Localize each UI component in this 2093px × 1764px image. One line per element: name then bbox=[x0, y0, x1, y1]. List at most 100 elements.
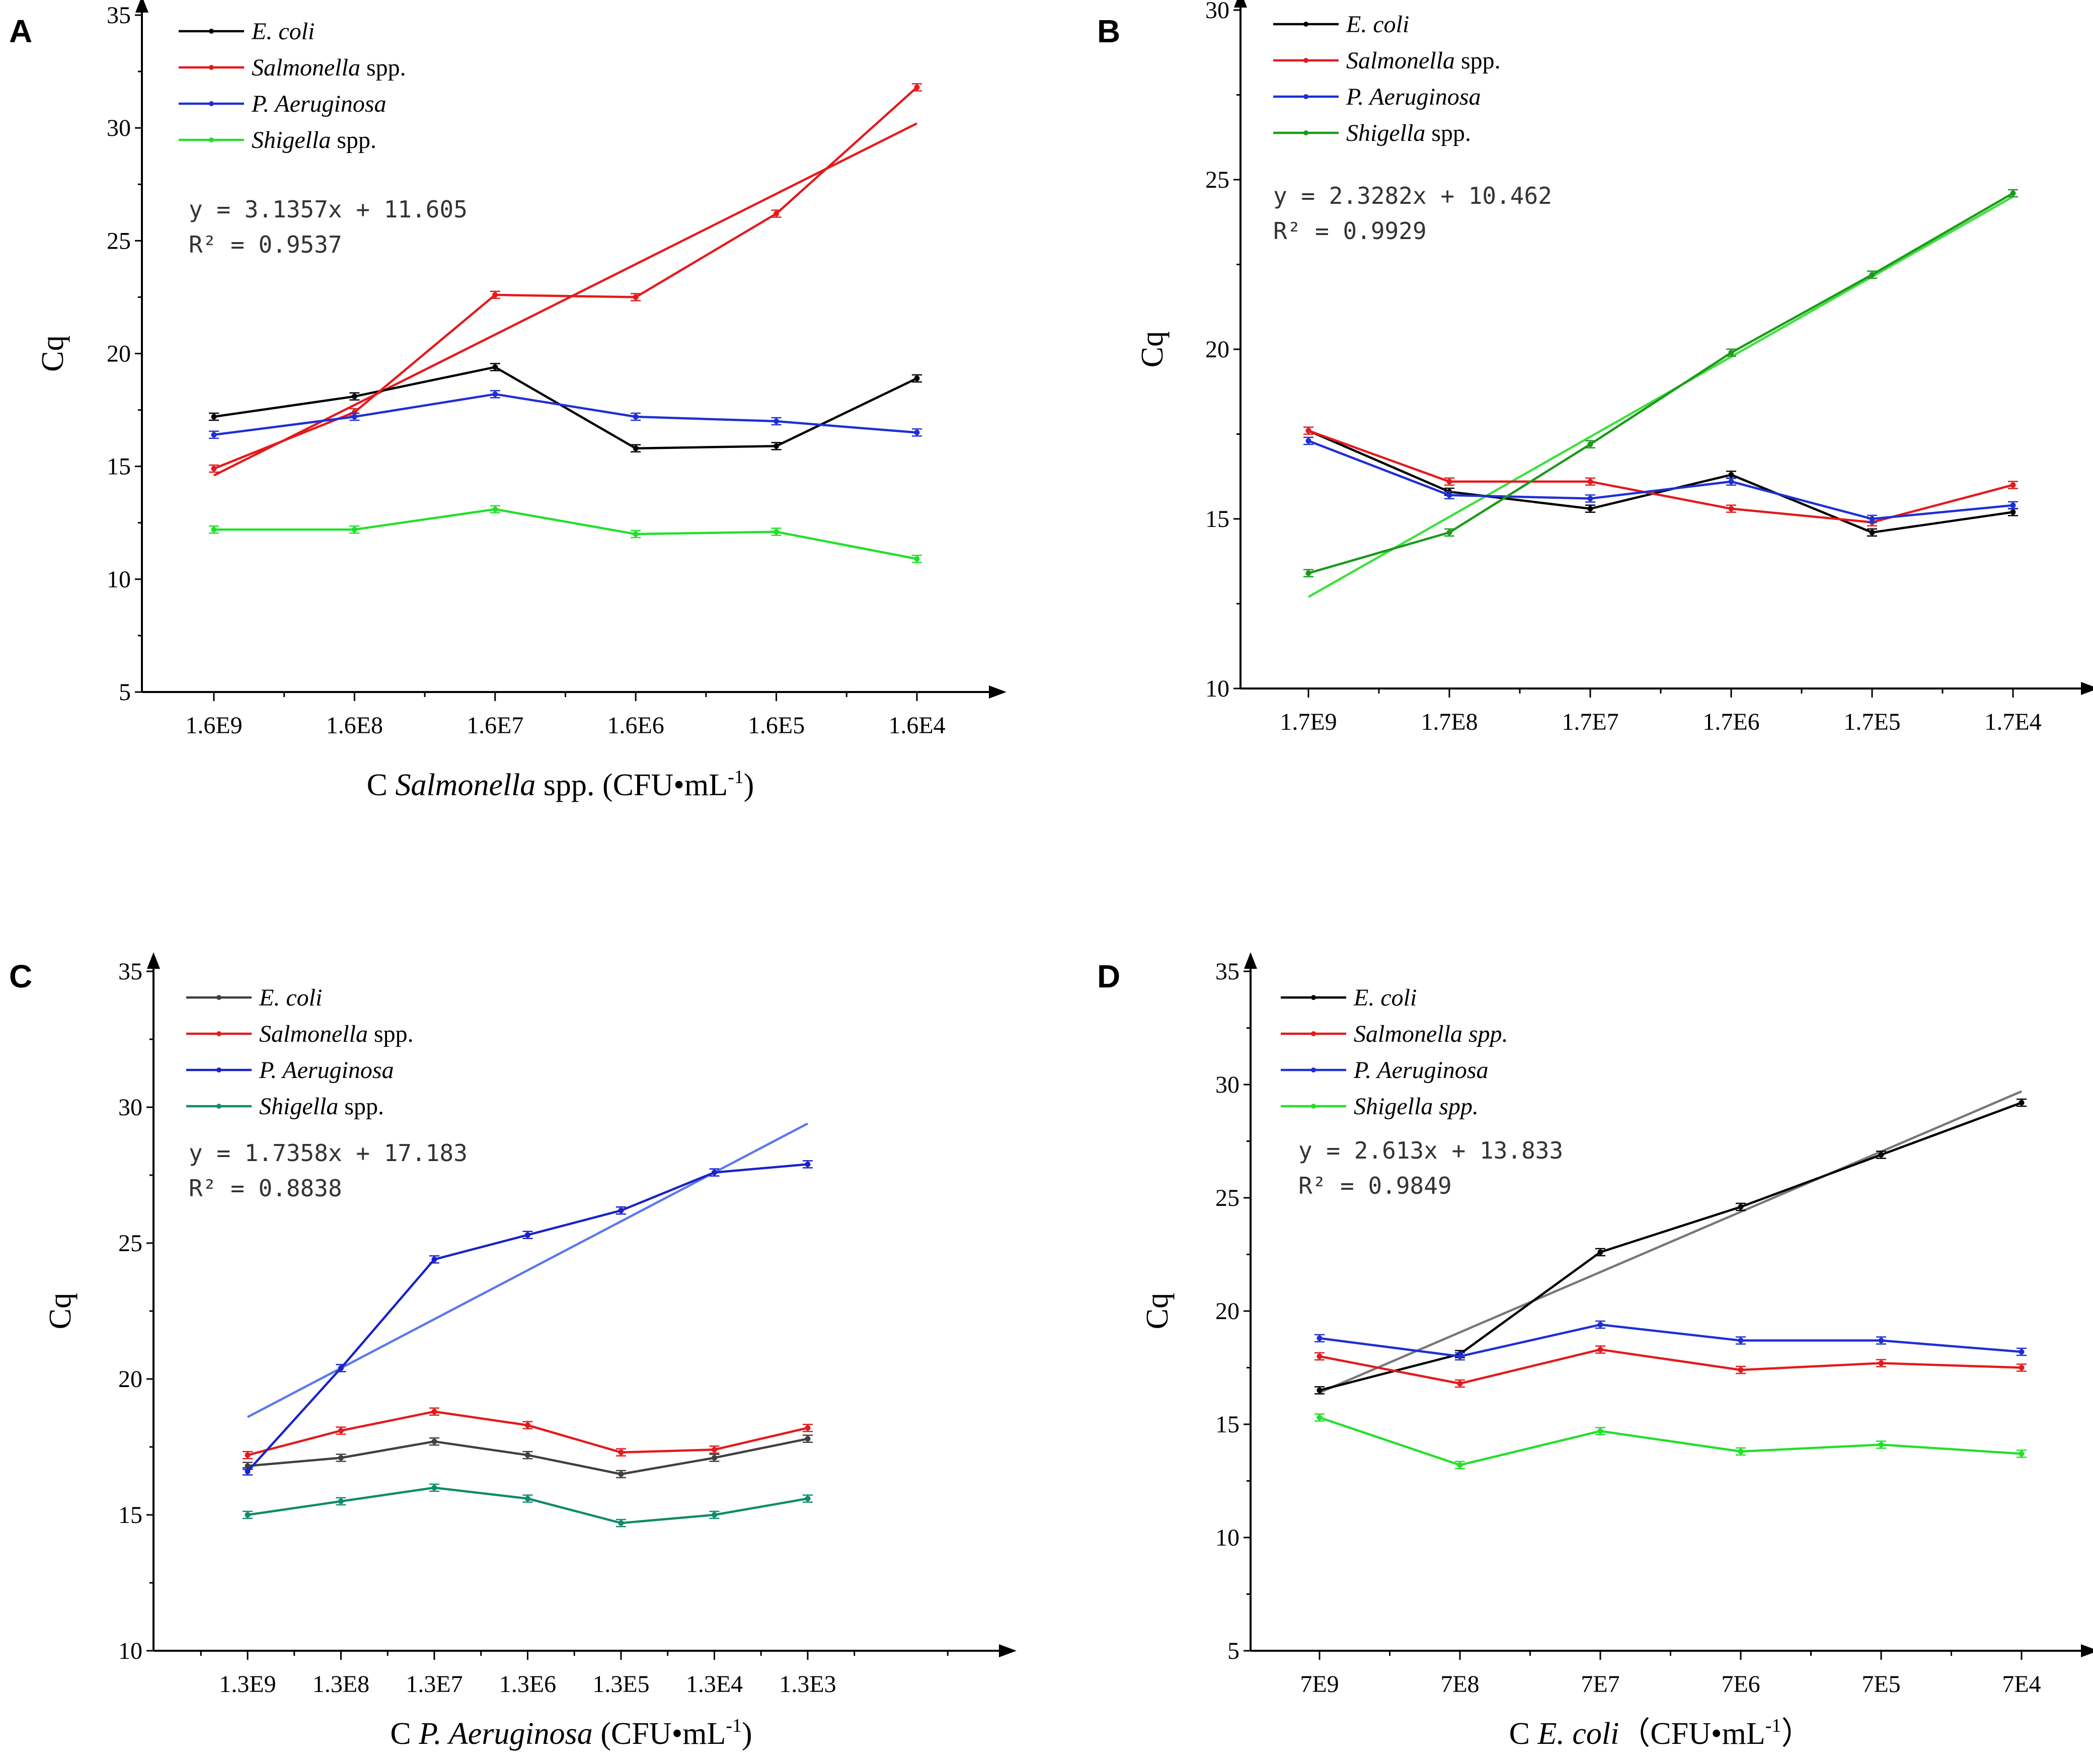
series-salmonella bbox=[209, 83, 922, 473]
y-tick-label: 15 bbox=[1215, 1411, 1239, 1438]
x-axis-title: C P. Aeruginosa (CFU•mL-1) bbox=[390, 1715, 752, 1751]
data-point bbox=[1446, 492, 1452, 498]
fit-equation: y = 1.7358x + 17.183 bbox=[189, 1139, 468, 1167]
data-point bbox=[805, 1161, 811, 1167]
data-point bbox=[805, 1496, 811, 1502]
legend-marker bbox=[216, 995, 221, 1000]
data-point bbox=[351, 394, 357, 400]
series-line bbox=[247, 1410, 808, 1456]
data-point bbox=[1457, 1380, 1463, 1387]
y-tick-label: 20 bbox=[1205, 336, 1229, 363]
data-point bbox=[2010, 482, 2016, 488]
fit-equation: y = 2.613x + 13.833 bbox=[1298, 1137, 1563, 1164]
legend-marker bbox=[1303, 94, 1308, 99]
series-line bbox=[1319, 1416, 2022, 1467]
x-tick-label: 1.3E3 bbox=[779, 1671, 836, 1698]
data-point bbox=[245, 1452, 251, 1458]
series-salmonella bbox=[1314, 1345, 2027, 1388]
legend-label: Salmonella spp. bbox=[259, 1021, 414, 1047]
data-point bbox=[1316, 1353, 1323, 1359]
data-point bbox=[773, 211, 780, 217]
y-axis-title: Cq bbox=[43, 1293, 77, 1329]
data-point bbox=[1878, 1360, 1884, 1366]
series-shigella bbox=[243, 1483, 813, 1527]
series-p bbox=[209, 390, 922, 439]
data-point bbox=[2019, 1100, 2025, 1106]
y-tick-label: 10 bbox=[1205, 675, 1229, 702]
y-tick-label: 20 bbox=[118, 1366, 142, 1393]
legend-label: E. coli bbox=[251, 18, 315, 45]
data-point bbox=[338, 1498, 344, 1504]
legend-marker bbox=[216, 1067, 221, 1072]
data-point bbox=[1305, 438, 1311, 444]
data-point bbox=[525, 1232, 530, 1238]
legend-label: E. coli bbox=[1346, 11, 1409, 38]
data-point bbox=[2010, 509, 2016, 515]
series-salmonella bbox=[243, 1407, 813, 1460]
fit-r-squared: R² = 0.8838 bbox=[189, 1175, 342, 1202]
y-axis-title: Cq bbox=[36, 335, 70, 371]
x-axis-arrow bbox=[2081, 682, 2093, 695]
legend-marker bbox=[1311, 1104, 1316, 1109]
y-tick-label: 15 bbox=[1205, 506, 1229, 532]
data-point bbox=[914, 429, 920, 435]
x-tick-label: 7E4 bbox=[2002, 1671, 2041, 1698]
panel-b: B 10 15 20 25 30 1.7E9 1.7E8 1.7E7 1.7E6 1.7E5 1.7E… bbox=[1097, 0, 2093, 735]
y-tick-label: 30 bbox=[1205, 0, 1229, 24]
data-point bbox=[431, 1438, 437, 1444]
data-point bbox=[492, 506, 498, 512]
y-tick-label: 25 bbox=[107, 227, 131, 254]
data-point bbox=[525, 1452, 530, 1458]
data-point bbox=[914, 556, 920, 562]
y-tick-label: 15 bbox=[107, 453, 131, 480]
data-point bbox=[1597, 1428, 1603, 1434]
data-point bbox=[618, 1471, 624, 1477]
legend-label: Salmonella spp. bbox=[252, 54, 406, 81]
data-point bbox=[431, 1485, 437, 1491]
legend-marker bbox=[1311, 1067, 1316, 1072]
data-point bbox=[351, 526, 357, 532]
data-point bbox=[492, 391, 498, 397]
data-point bbox=[1597, 1347, 1603, 1352]
panel-d: D 5 10 15 20 25 30 35 7E9 7E8 7E7 7E6 7E5 7E4 Cq C E. c… bbox=[1097, 952, 2093, 1751]
data-point bbox=[2010, 190, 2016, 196]
data-point bbox=[1446, 479, 1452, 485]
data-point bbox=[211, 414, 217, 420]
x-tick-label: 7E7 bbox=[1581, 1671, 1619, 1698]
fit-line bbox=[1319, 1090, 2022, 1394]
panel-letter: A bbox=[9, 13, 32, 49]
data-point bbox=[633, 445, 639, 451]
data-point bbox=[338, 1455, 344, 1461]
series-salmonella bbox=[1303, 426, 2018, 526]
panel-letter: B bbox=[1097, 13, 1120, 49]
data-point bbox=[914, 375, 920, 381]
data-point bbox=[2010, 502, 2016, 508]
data-point bbox=[492, 364, 498, 370]
data-point bbox=[211, 466, 217, 472]
legend-label: Shigella spp. bbox=[252, 127, 376, 154]
y-axis-arrow bbox=[135, 0, 148, 13]
x-tick-label: 1.7E8 bbox=[1421, 709, 1478, 735]
data-point bbox=[618, 1520, 624, 1526]
x-tick-label: 1.7E9 bbox=[1280, 709, 1337, 735]
series-line bbox=[1319, 1323, 2022, 1358]
legend-label: Shigella spp. bbox=[1346, 120, 1471, 146]
series-line bbox=[1308, 192, 2014, 575]
series-shigella bbox=[209, 505, 922, 563]
x-tick-label: 1.6E4 bbox=[888, 712, 945, 739]
x-tick-label: 1.7E6 bbox=[1702, 709, 1759, 735]
data-point bbox=[1738, 1448, 1744, 1454]
data-point bbox=[338, 1365, 344, 1371]
series-line bbox=[1308, 439, 2013, 520]
legend-marker bbox=[1303, 130, 1308, 135]
y-tick-label: 30 bbox=[118, 1094, 142, 1121]
x-tick-label: 1.6E5 bbox=[748, 712, 805, 739]
data-point bbox=[1457, 1462, 1463, 1468]
x-tick-label: 1.6E8 bbox=[326, 712, 383, 739]
legend-marker bbox=[209, 65, 214, 70]
series-p bbox=[1314, 1320, 2027, 1361]
data-point bbox=[1878, 1442, 1884, 1447]
data-point bbox=[338, 1428, 344, 1434]
data-point bbox=[805, 1425, 811, 1431]
